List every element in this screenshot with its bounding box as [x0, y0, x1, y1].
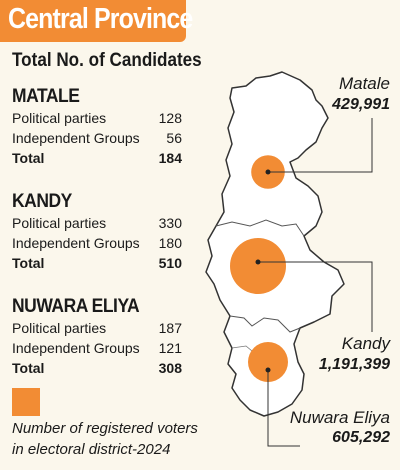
- kandy-leader-dot: [255, 259, 261, 265]
- parties-label: Political parties: [12, 320, 107, 336]
- nuwara-eliya-leader-line: [267, 370, 300, 447]
- parties-label: Political parties: [12, 215, 107, 231]
- parties-value: 330: [158, 215, 182, 231]
- nuwara-eliya-voters-bubble: [248, 342, 288, 382]
- parties-label: Political parties: [12, 110, 107, 126]
- total-label: Total: [12, 255, 45, 271]
- matale-kandy-boundary: [215, 219, 305, 237]
- district-nuwara-eliya: NUWARA ELIYA Political parties 187 Indep…: [12, 295, 182, 378]
- total-row: Total 308: [12, 358, 182, 378]
- total-label: Total: [12, 360, 45, 376]
- matale-map-label: Matale: [338, 74, 390, 93]
- page-title: Central Province: [8, 3, 193, 35]
- matale-leader-line: [268, 118, 373, 173]
- nuwara-eliya-leader-dot: [265, 367, 271, 373]
- legend-text: Number of registered voters in electoral…: [12, 418, 198, 460]
- district-name: MATALE: [12, 86, 80, 107]
- parties-value: 128: [158, 110, 182, 126]
- parties-row: Political parties 187: [12, 318, 182, 338]
- groups-row: Independent Groups 180: [12, 233, 182, 253]
- parties-row: Political parties 330: [12, 213, 182, 233]
- total-label: Total: [12, 150, 45, 166]
- total-value: 308: [158, 360, 182, 376]
- matale-leader-dot: [265, 169, 271, 175]
- nuwara-eliya-map-label: Nuwara Eliya: [289, 408, 390, 427]
- district-kandy: KANDY Political parties 330 Independent …: [12, 190, 182, 273]
- groups-row: Independent Groups 56: [12, 128, 182, 148]
- groups-label: Independent Groups: [12, 235, 140, 251]
- kandy-leader-line: [258, 261, 373, 332]
- district-name: NUWARA ELIYA: [12, 296, 140, 317]
- legend-swatch: [12, 388, 40, 416]
- district-matale: MATALE Political parties 128 Independent…: [12, 85, 182, 168]
- nuwara-eliya-voters-count: 605,292: [332, 429, 390, 446]
- kandy-voters-count: 1,191,399: [318, 356, 390, 373]
- groups-row: Independent Groups 121: [12, 338, 182, 358]
- parties-value: 187: [158, 320, 182, 336]
- title-bar: Central Province: [0, 0, 193, 42]
- groups-label: Independent Groups: [12, 340, 140, 356]
- matale-voters-count: 429,991: [332, 96, 390, 113]
- total-row: Total 184: [12, 148, 182, 168]
- groups-value: 180: [158, 235, 182, 251]
- kandy-nuwara-eliya-boundary: [229, 315, 301, 333]
- kandy-map-label: Kandy: [341, 334, 390, 353]
- parties-row: Political parties 128: [12, 108, 182, 128]
- groups-label: Independent Groups: [12, 130, 140, 146]
- legend-line-2: in electoral district-2024: [12, 441, 171, 458]
- groups-value: 121: [158, 340, 182, 356]
- district-name: KANDY: [12, 191, 72, 212]
- total-row: Total 510: [12, 253, 182, 273]
- legend-line-1: Number of registered voters: [12, 420, 198, 437]
- groups-value: 56: [166, 130, 182, 146]
- subtitle: Total No. of Candidates: [12, 50, 202, 71]
- total-value: 184: [158, 150, 182, 166]
- kandy-voters-bubble: [230, 238, 286, 294]
- total-value: 510: [158, 255, 182, 271]
